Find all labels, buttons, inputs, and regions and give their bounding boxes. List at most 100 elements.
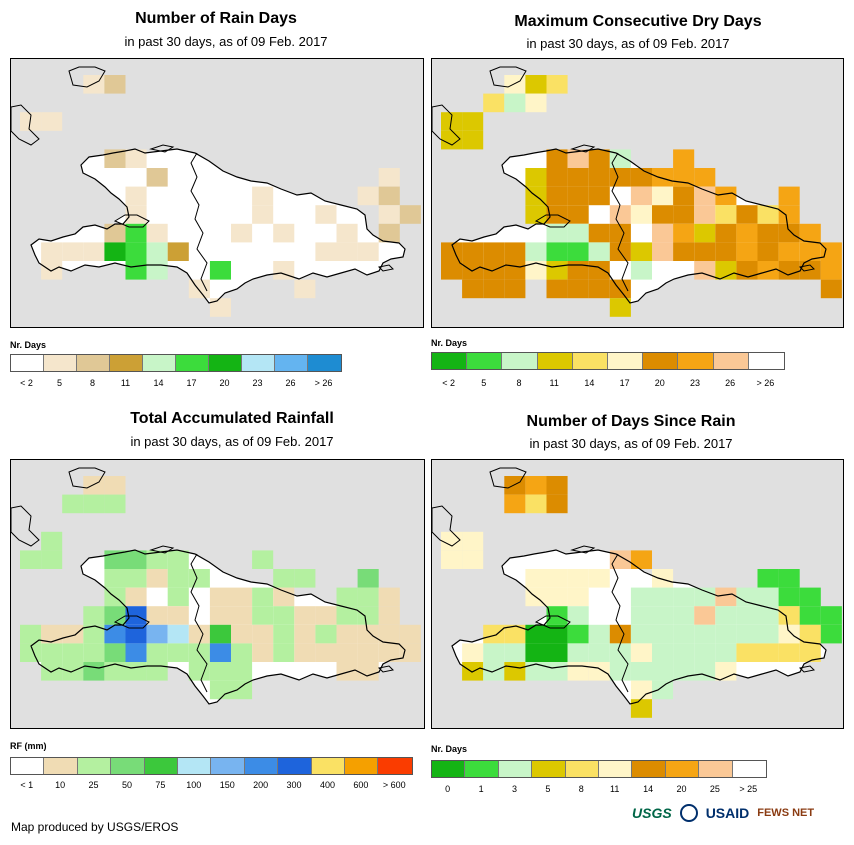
grid-cell xyxy=(462,279,484,299)
grid-cell xyxy=(20,624,42,644)
grid-cell xyxy=(336,223,358,243)
grid-cell xyxy=(146,223,168,243)
grid-cell xyxy=(125,550,147,569)
legend-swatch xyxy=(432,353,468,369)
tortuga-outline xyxy=(149,144,175,153)
grid-cell xyxy=(504,643,526,662)
grid-cell xyxy=(546,242,568,261)
grid-cell xyxy=(125,242,147,261)
grid-cell xyxy=(315,205,337,224)
grid-cell xyxy=(546,75,568,94)
grid-cell xyxy=(673,186,695,206)
grid-cell xyxy=(315,643,337,662)
grid-cell xyxy=(609,149,631,168)
grid-cell xyxy=(104,643,126,662)
grid-cell xyxy=(546,624,568,644)
legend-label: 5 xyxy=(56,378,63,388)
grid-cell xyxy=(483,242,505,261)
legend-bar-dry-days xyxy=(431,352,785,370)
grid-cell xyxy=(357,186,379,206)
legend-label: 14 xyxy=(584,378,595,388)
legend-swatch xyxy=(537,353,573,369)
grid-cell xyxy=(778,569,800,588)
legend-labels-days-since-rain: 0 1 3 5 8 11 14 20 25 > 25 xyxy=(431,784,765,796)
grid-cell xyxy=(104,569,126,588)
grid-cell xyxy=(188,662,210,681)
grid-cell xyxy=(630,699,652,718)
legend-label: 25 xyxy=(709,784,720,794)
national-border xyxy=(190,553,208,693)
grid-cell xyxy=(546,261,568,280)
west-coast-outline xyxy=(432,505,461,547)
grid-cell xyxy=(504,662,526,681)
grid-cell xyxy=(167,587,189,607)
grid-cell xyxy=(525,75,547,94)
grid-cell xyxy=(273,643,295,662)
grid-cell xyxy=(378,186,400,206)
grid-cell xyxy=(504,93,526,113)
grid-cell xyxy=(525,569,547,588)
saona-outline xyxy=(377,665,395,673)
legend-swatch xyxy=(699,761,733,777)
grid-cell xyxy=(125,186,147,206)
grid-cell xyxy=(252,550,274,569)
grid-cell xyxy=(609,205,631,224)
legend-swatch xyxy=(211,758,245,774)
map-svg-rainfall xyxy=(11,467,421,705)
grid-cell xyxy=(231,662,253,681)
legend-swatch xyxy=(77,355,110,371)
gonave-outline xyxy=(534,214,571,228)
grid-cell xyxy=(441,550,463,569)
grid-cell xyxy=(588,242,610,261)
legend-label: 10 xyxy=(55,780,66,790)
grid-cell xyxy=(273,569,295,588)
grid-cell xyxy=(736,223,758,243)
north-island-outline xyxy=(68,66,106,88)
grid-cell xyxy=(62,643,84,662)
legend-label: 8 xyxy=(89,378,96,388)
grid-cell xyxy=(167,569,189,588)
grid-cell xyxy=(567,606,589,625)
grid-cell xyxy=(462,112,484,131)
grid-cell xyxy=(378,205,400,224)
grid-cell xyxy=(83,643,105,662)
grid-cell xyxy=(652,569,674,588)
map-rainfall xyxy=(10,459,425,729)
grid-cell xyxy=(357,569,379,588)
legend-label: 8 xyxy=(578,784,584,794)
grid-cell xyxy=(652,242,674,261)
grid-cell xyxy=(588,662,610,681)
panel-subtitle-rainfall: in past 30 days, as of 09 Feb. 2017 xyxy=(130,434,334,449)
grid-cell xyxy=(588,186,610,206)
legend-label: < 2 xyxy=(20,378,33,388)
grid-cell xyxy=(104,662,126,681)
west-coast-outline xyxy=(11,104,40,146)
grid-cell xyxy=(588,168,610,187)
west-coast-outline xyxy=(11,505,40,547)
grid-cell xyxy=(273,261,295,280)
grid-cell xyxy=(294,569,316,588)
grid-cell xyxy=(778,186,800,206)
panel-title-rainfall: Total Accumulated Rainfall xyxy=(130,410,334,427)
legend-swatch xyxy=(278,758,312,774)
grid-cell xyxy=(673,624,695,644)
legend-swatch xyxy=(498,761,533,777)
legend-swatch xyxy=(242,355,275,371)
legend-label: 11 xyxy=(120,378,131,388)
grid-cell xyxy=(757,587,779,607)
grid-cell xyxy=(588,643,610,662)
grid-cell xyxy=(694,168,716,187)
grid-cell xyxy=(146,643,168,662)
map-rain-days xyxy=(10,58,424,328)
legend-swatch xyxy=(209,355,242,371)
legend-label: 20 xyxy=(654,378,665,388)
grid-cell xyxy=(673,205,695,224)
grid-cell xyxy=(462,643,484,662)
grid-cell xyxy=(609,223,631,243)
grid-cell xyxy=(567,261,589,280)
grid-cell xyxy=(630,242,652,261)
grid-cell xyxy=(399,643,421,662)
grid-cell xyxy=(146,606,168,625)
grid-cell xyxy=(757,261,779,280)
legend-label: 17 xyxy=(619,378,630,388)
